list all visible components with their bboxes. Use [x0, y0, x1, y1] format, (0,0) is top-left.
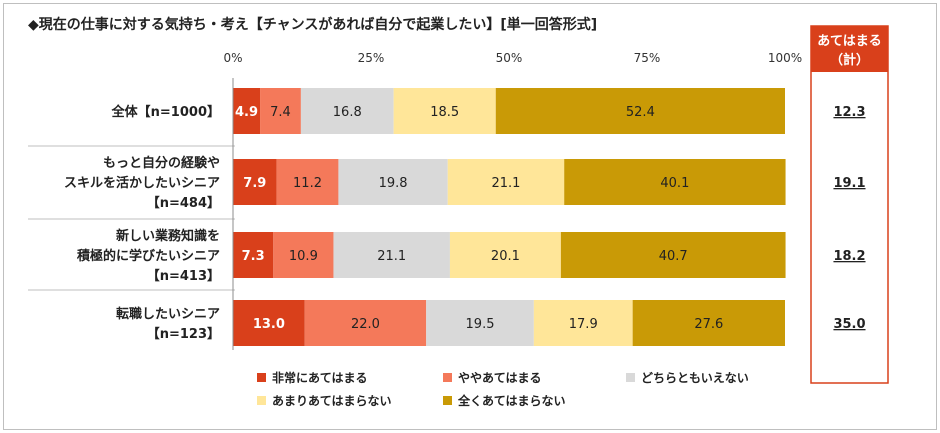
bar-segment	[449, 232, 561, 278]
chart-title: ◆現在の仕事に対する気持ち・考え【チャンスがあれば自分で起業したい】[単一回答形…	[28, 17, 598, 33]
bar-segment	[495, 88, 785, 134]
data-label: 7.9	[243, 176, 266, 191]
category-label: スキルを活かしたいシニア	[64, 175, 220, 191]
bar-segment	[276, 159, 339, 205]
x-tick-label: 25%	[358, 51, 385, 65]
data-label: 13.0	[253, 317, 285, 332]
bar-segment	[260, 88, 301, 134]
chart-frame	[3, 3, 937, 430]
category-label: 新しい業務知識を	[116, 228, 220, 244]
legend-swatch	[626, 373, 635, 382]
bar-segment	[233, 232, 274, 278]
bar-segment	[304, 300, 427, 346]
bar-segment	[273, 232, 334, 278]
data-label: 19.8	[379, 176, 408, 191]
legend-label: どちらともいえない	[641, 371, 749, 385]
x-tick-label: 75%	[634, 51, 661, 65]
legend-swatch	[443, 396, 452, 405]
data-label: 20.1	[491, 249, 520, 264]
category-label: 全体【n=1000】	[111, 104, 220, 120]
data-label: 4.9	[235, 105, 258, 120]
data-label: 16.8	[333, 105, 362, 120]
bar-segment	[564, 159, 786, 205]
data-label: 27.6	[694, 317, 723, 332]
bar-segment	[447, 159, 565, 205]
x-tick-label: 100%	[768, 51, 802, 65]
data-label: 7.4	[270, 105, 291, 120]
summary-value: 19.1	[833, 176, 865, 191]
data-label: 40.7	[659, 249, 688, 264]
category-label: 【n=484】	[147, 195, 220, 211]
summary-value: 18.2	[833, 249, 865, 264]
data-label: 18.5	[430, 105, 459, 120]
bar-segment	[393, 88, 496, 134]
legend-label: 非常にあてはまる	[272, 370, 368, 385]
legend-swatch	[443, 373, 452, 382]
category-label: 【n=413】	[147, 268, 220, 284]
data-label: 17.9	[569, 317, 598, 332]
legend-label: ややあてはまる	[458, 371, 542, 385]
bar-segment	[233, 159, 277, 205]
bar-segment	[233, 88, 261, 134]
x-tick-label: 0%	[223, 51, 242, 65]
category-label: 転職したいシニア	[116, 306, 220, 322]
bar-segment	[632, 300, 785, 346]
legend-swatch	[257, 373, 266, 382]
bar-segment	[233, 300, 305, 346]
legend-label: 全くあてはまらない	[457, 393, 566, 408]
data-label: 52.4	[626, 105, 655, 120]
summary-value: 12.3	[833, 105, 865, 120]
data-label: 7.3	[242, 249, 265, 264]
x-tick-label: 50%	[496, 51, 523, 65]
data-label: 10.9	[289, 249, 318, 264]
bar-segment	[300, 88, 394, 134]
category-label: もっと自分の経験や	[103, 155, 220, 171]
legend-label: あまりあてはまらない	[272, 394, 392, 408]
data-label: 22.0	[351, 317, 380, 332]
bar-segment	[426, 300, 534, 346]
data-label: 19.5	[466, 317, 495, 332]
data-label: 21.1	[377, 249, 406, 264]
data-label: 11.2	[293, 176, 322, 191]
legend-swatch	[257, 396, 266, 405]
bar-segment	[533, 300, 633, 346]
summary-header: あてはまる	[817, 34, 881, 49]
data-label: 40.1	[660, 176, 689, 191]
data-label: 21.1	[491, 176, 520, 191]
summary-value: 35.0	[833, 317, 865, 332]
bar-segment	[338, 159, 448, 205]
summary-header: （計）	[830, 52, 869, 68]
category-label: 積極的に学びたいシニア	[76, 248, 220, 264]
category-label: 【n=123】	[147, 326, 220, 342]
summary-header-bg	[811, 26, 888, 72]
bar-segment	[560, 232, 786, 278]
bar-segment	[333, 232, 450, 278]
